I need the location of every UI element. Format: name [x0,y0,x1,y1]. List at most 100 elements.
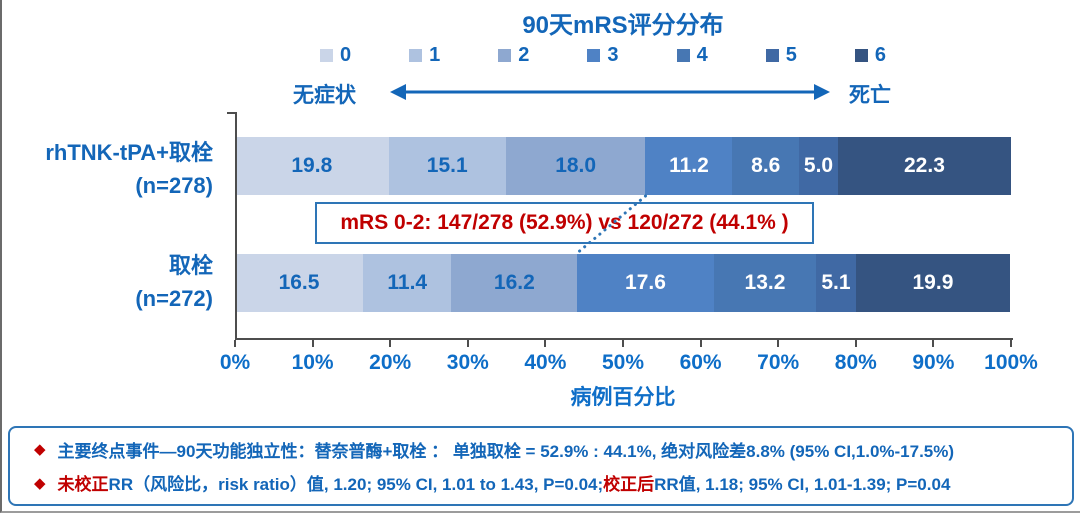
x-tick-mark [1010,340,1012,347]
chart-title: 90天mRS评分分布 [522,12,724,39]
footer-stats-box: ◆ 主要终点事件—90天功能独立性：替奈普酶+取栓 ： 单独取栓 = 52.9% … [8,426,1074,506]
legend-item-1: 1 [409,44,440,67]
x-tick-label: 90% [912,351,955,374]
bar-segment-mrs6: 22.3 [837,137,1011,195]
bar-segment-mrs5: 5.0 [799,137,838,195]
x-tick-label: 0% [219,351,251,374]
scale-label-death: 死亡 [849,84,891,107]
x-tick-label: 40% [524,351,567,374]
legend-label: 0 [340,44,352,66]
legend-swatch-icon [320,49,333,62]
segment-value: 5.0 [803,154,834,177]
footer-text-red: 校正后 [603,475,655,495]
legend-item-4: 4 [676,44,708,67]
bar-segment-mrs1: 11.4 [363,254,452,312]
segment-value: 17.6 [625,271,666,294]
segment-value: 16.5 [278,271,320,294]
footer-line-2: ◆ 未校正 RR（风险比，risk ratio）值, 1.20; 95% CI, 1… [34,470,1072,495]
x-tick-mark [466,340,469,347]
footer-line-1: ◆ 主要终点事件—90天功能独立性：替奈普酶+取栓 ： 单独取栓 = 52.9% … [34,437,1072,462]
x-tick-label: 60% [679,351,722,374]
legend-swatch-icon [587,49,601,62]
x-tick-label: 50% [601,351,645,374]
bar-segment-mrs2: 16.2 [451,254,578,312]
category-label-thrombectomy: 取栓 (n=272) [2,249,227,315]
legend-item-3: 3 [587,44,619,67]
legend-swatch-icon [676,49,690,62]
x-tick-label: 100% [984,351,1038,374]
bar-segment-mrs3: 11.2 [645,137,733,195]
category-n: (n=272) [135,286,213,311]
x-tick-mark [622,340,624,347]
bar-segment-mrs4: 8.6 [732,137,800,195]
x-tick-mark [932,340,935,347]
legend-swatch-icon [854,49,868,62]
bar-segment-mrs2: 18.0 [505,137,646,195]
y-axis-tick [227,112,235,114]
bar-segment-mrs3: 17.6 [577,254,714,312]
bar-segment-mrs4: 13.2 [713,254,817,312]
x-tick-label: 80% [834,351,877,374]
legend-swatch-icon [498,49,512,62]
x-tick-mark [854,340,857,347]
x-tick-mark [777,340,780,347]
legend-label: 3 [607,44,619,66]
diamond-bullet-icon: ◆ [34,474,46,492]
x-tick-label: 70% [757,351,800,374]
bidirectional-arrow-icon [390,84,830,100]
segment-value: 15.1 [426,154,468,177]
footer-text-red: 未校正 [57,475,109,495]
bar-segment-mrs0: 16.5 [235,254,364,312]
x-tick-mark [234,340,236,347]
x-axis-title: 病例百分比 [570,386,676,409]
legend-label: 1 [429,44,441,66]
x-tick-label: 20% [369,351,412,374]
segment-value: 16.2 [493,271,535,294]
segment-value: 13.2 [744,271,786,294]
category-label-rhtnk: rhTNK-tPA+取栓 (n=278) [2,136,227,202]
legend-swatch-icon [409,49,423,62]
x-tick-mark [544,340,547,347]
legend-item-5: 5 [765,44,797,67]
legend-label: 4 [696,44,708,66]
x-tick-mark [311,340,314,347]
bar-segment-mrs0: 19.8 [235,137,389,195]
footer-text: RR（风险比，risk ratio）值, 1.20; 95% CI, 1.01 … [108,475,604,495]
segment-value: 11.2 [669,154,709,177]
segment-value: 22.3 [904,154,945,177]
diamond-bullet-icon: ◆ [34,441,46,459]
stacked-bar-thrombectomy: 16.5 11.4 16.2 17.6 13.2 5.1 19.9 [235,254,1011,312]
legend: 0 1 2 3 4 5 6 [320,44,886,67]
legend-label: 6 [874,44,886,66]
legend-swatch-icon [765,49,779,62]
footer-text: RR值, 1.18; 95% CI, 1.01-1.39; P=0.04 [654,475,951,495]
segment-value: 19.9 [912,271,954,294]
mrs02-callout-box: mRS 0-2: 147/278 (52.9%) vs 120/272 (44.… [315,202,814,244]
bar-segment-mrs6: 19.9 [855,254,1011,312]
segment-value: 18.0 [555,154,597,177]
category-name: 取栓 [168,253,213,278]
legend-item-0: 0 [320,44,351,67]
legend-item-6: 6 [854,44,886,67]
segment-value: 5.1 [821,271,851,294]
scale-label-asymptomatic: 无症状 [293,84,356,107]
segment-value: 11.4 [387,271,428,294]
bar-segment-mrs1: 15.1 [388,137,506,195]
x-tick-label: 30% [446,351,489,374]
legend-label: 5 [785,44,797,66]
x-tick-label: 10% [291,351,334,374]
y-axis-line [235,112,237,340]
x-tick-mark [699,340,702,347]
category-name: rhTNK-tPA+取栓 [45,140,213,165]
category-n: (n=278) [135,173,213,198]
legend-label: 2 [518,44,530,66]
footer-text: 主要终点事件—90天功能独立性：替奈普酶+取栓 ： 单独取栓 = 52.9% :… [57,441,955,461]
x-tick-mark [389,340,392,347]
segment-value: 8.6 [751,154,781,177]
legend-item-2: 2 [498,44,529,67]
stacked-bar-rhtnk: 19.8 15.1 18.0 11.2 8.6 5.0 22.3 [235,137,1011,195]
segment-value: 19.8 [291,154,333,177]
bar-segment-mrs5: 5.1 [816,254,856,312]
x-axis-line [235,338,1013,340]
